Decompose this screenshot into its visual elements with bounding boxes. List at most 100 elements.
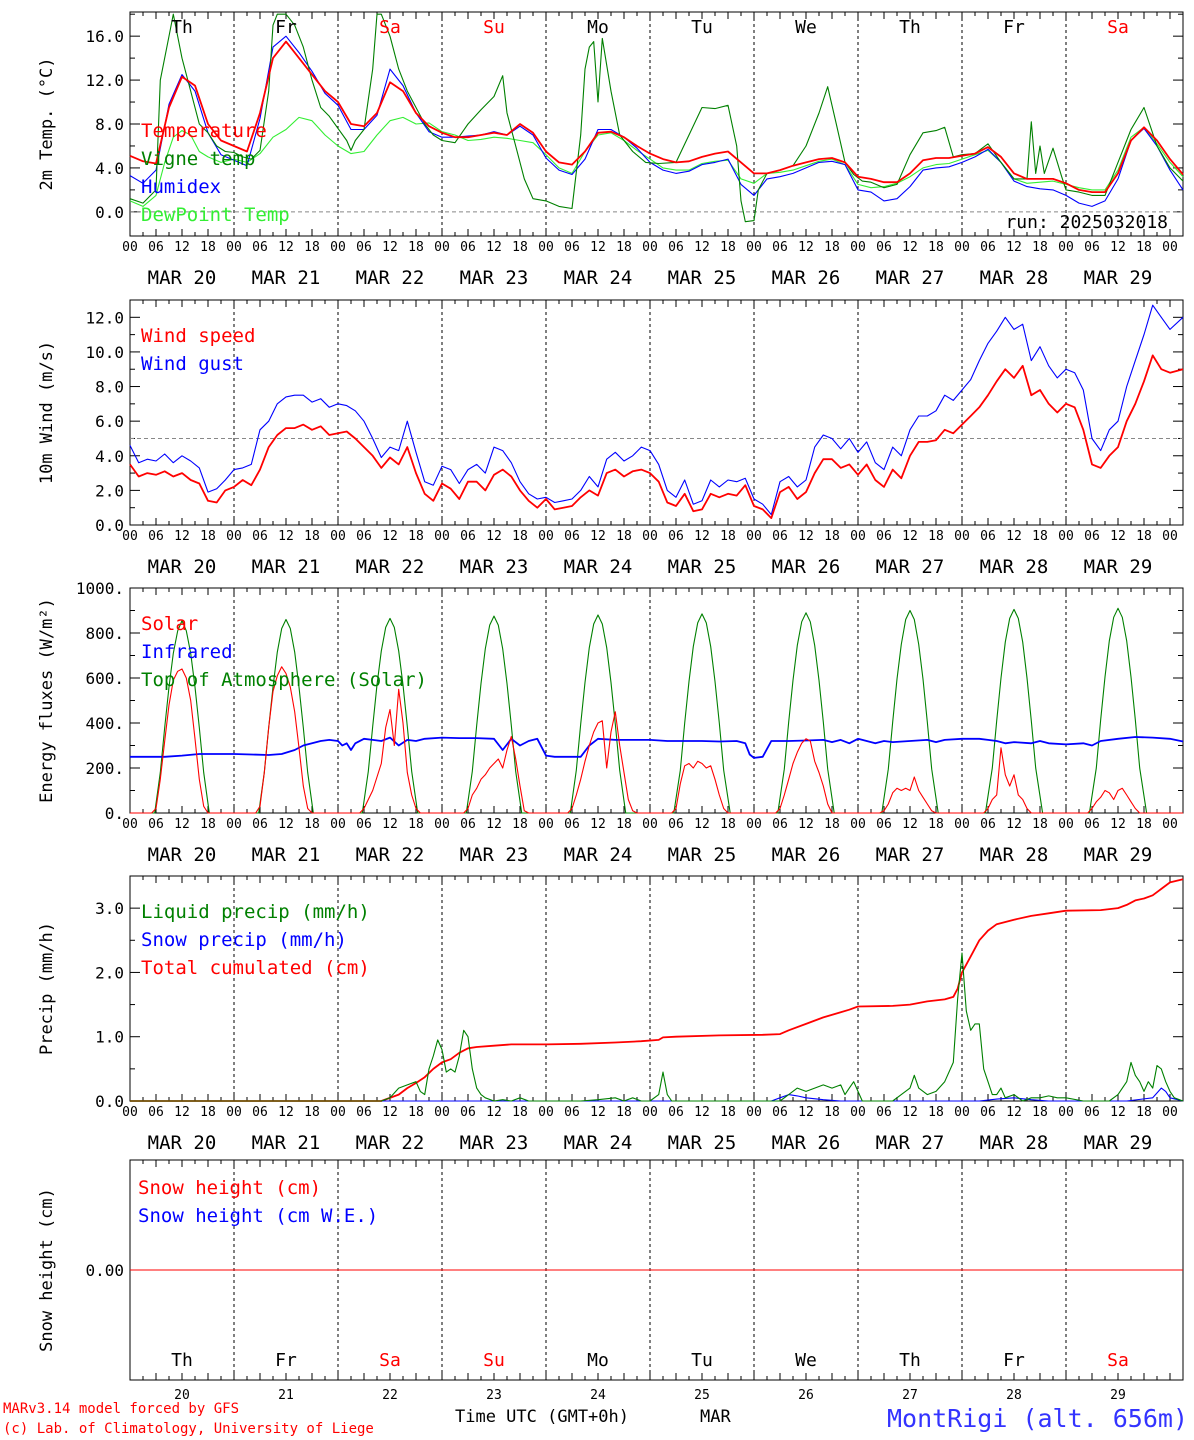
hour-label: 00 [850,240,866,255]
hour-label: 18 [720,817,736,832]
date-label: MAR 24 [564,844,633,866]
day-name-bottom: Tu [691,1350,713,1371]
day-number: 28 [1006,1388,1022,1403]
hour-label: 18 [1136,817,1152,832]
hour-label: 00 [1162,1105,1178,1120]
date-label: MAR 20 [148,267,217,289]
hour-label: 12 [902,817,918,832]
y-tick-label: 800. [85,624,124,643]
date-label: MAR 27 [876,844,945,866]
hour-label: 06 [772,817,788,832]
y-tick-label: 8.0 [95,115,124,134]
hour-label: 06 [668,529,684,544]
hour-label: 18 [512,817,528,832]
legend-wind-speed: Wind speed [141,325,255,347]
hour-label: 12 [382,1105,398,1120]
day-name-bottom: Mo [587,1350,609,1371]
hour-label: 06 [1084,240,1100,255]
date-label: MAR 20 [148,556,217,578]
date-label: MAR 25 [668,1132,737,1154]
y-tick-label: 3.0 [95,899,124,918]
day-name-top: Su [483,17,505,38]
hour-label: 06 [564,817,580,832]
hour-label: 06 [564,1105,580,1120]
date-label: MAR 21 [252,556,321,578]
hour-label: 06 [564,529,580,544]
hour-label: 06 [772,240,788,255]
hour-label: 06 [1084,1105,1100,1120]
hour-label: 00 [330,240,346,255]
y-tick-label: 0. [105,804,124,823]
hour-label: 00 [226,240,242,255]
hour-label: 12 [486,529,502,544]
panel-4-precip-mm-h: 0.0 1.0 2.0 3.0 Precip (mm/h) Liquid precip (… [37,875,1184,1154]
y-axis-label: Snow height (cm) [37,1188,57,1352]
panel-1-2m-temp-c: 0.0 4.0 8.0 12.0 16.0 2m Temp. (°C) Temperatur… [37,11,1184,289]
hour-label: 18 [304,817,320,832]
hour-label: 12 [694,529,710,544]
legend-vigne-temp: Vigne temp [141,148,255,170]
hour-label: 00 [226,817,242,832]
series-line-infrared [130,736,1184,759]
date-label: MAR 22 [356,267,425,289]
hour-label: 06 [668,817,684,832]
date-label: MAR 26 [772,267,841,289]
hour-label: 12 [798,529,814,544]
date-label: MAR 20 [148,844,217,866]
hour-label: 06 [356,240,372,255]
date-label: MAR 25 [668,556,737,578]
hour-label: 18 [1136,240,1152,255]
hour-label: 00 [850,817,866,832]
hour-label: 06 [980,529,996,544]
hour-label: 00 [538,529,554,544]
hour-label: 18 [616,817,632,832]
y-axis-label: 10m Wind (m/s) [37,341,57,484]
series-line-humidex [129,35,1184,207]
hour-label: 18 [304,529,320,544]
day-name-bottom: Th [899,1350,921,1371]
hour-label: 06 [980,240,996,255]
date-label: MAR 26 [772,844,841,866]
hour-label: 06 [668,240,684,255]
date-label: MAR 28 [980,844,1049,866]
hour-label: 00 [850,1105,866,1120]
date-label: MAR 21 [252,1132,321,1154]
day-number: 20 [174,1388,190,1403]
hour-label: 00 [850,529,866,544]
hour-label: 06 [564,240,580,255]
panel-3-energy-fluxes-w-m: 0. 200. 400. 600. 800. 1000. Energy fluxes (W/… [37,579,1184,866]
hour-label: 00 [1162,529,1178,544]
hour-label: 00 [1058,240,1074,255]
hour-label: 12 [382,529,398,544]
hour-label: 18 [928,1105,944,1120]
hour-label: 12 [278,817,294,832]
date-label: MAR 29 [1084,556,1153,578]
hour-label: 18 [1032,817,1048,832]
y-tick-label: 2.0 [95,481,124,500]
panel-2-10m-wind-m-s: 0.0 2.0 4.0 6.0 8.0 10.0 12.0 10m Wind (m/s) Win… [37,299,1184,578]
date-label: MAR 24 [564,1132,633,1154]
hour-label: 06 [252,529,268,544]
hour-label: 00 [746,240,762,255]
date-label: MAR 23 [460,267,529,289]
legend-infrared: Infrared [141,641,233,663]
lab-credit: (c) Lab. of Climatology, University of L… [3,1421,374,1437]
hour-label: 06 [460,529,476,544]
model-credit: MARv3.14 model forced by GFS [3,1401,239,1417]
y-tick-label: 12.0 [85,71,124,90]
hour-label: 00 [330,817,346,832]
hour-label: 18 [200,529,216,544]
day-number: 26 [798,1388,814,1403]
hour-label: 18 [824,1105,840,1120]
legend-top-of-atmosphere-solar: Top of Atmosphere (Solar) [141,669,427,691]
date-label: MAR 26 [772,1132,841,1154]
hour-label: 18 [1032,529,1048,544]
hour-label: 12 [1006,1105,1022,1120]
hour-label: 00 [226,1105,242,1120]
hour-label: 18 [720,529,736,544]
hour-label: 18 [720,240,736,255]
hour-label: 12 [1110,1105,1126,1120]
hour-label: 06 [772,529,788,544]
hour-label: 00 [538,240,554,255]
